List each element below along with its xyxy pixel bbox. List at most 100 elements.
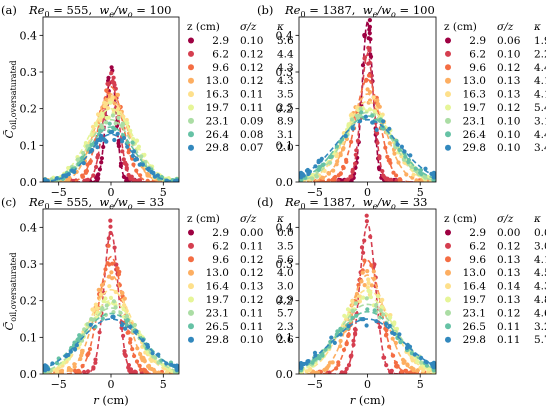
legend-kappa: 3.5: [277, 240, 294, 252]
legend-kappa: 4.8: [534, 294, 546, 306]
data-point: [110, 95, 115, 100]
legend-sigma: 0.10: [497, 115, 520, 127]
legend-kappa: 2.9: [277, 294, 294, 306]
y-tick-label: 0.0: [276, 368, 294, 381]
data-point: [115, 131, 120, 136]
fit-curve: [299, 51, 436, 182]
fit-curve: [299, 318, 436, 368]
panel-c: −5 0 5 0.0 0.1 0.2 0.3 0.4 (c) Re0 = 555, we/wo =…: [1, 195, 294, 407]
data-point: [110, 113, 115, 118]
data-point: [121, 135, 127, 141]
data-point: [82, 327, 87, 332]
x-tick-label: 5: [160, 378, 167, 391]
panel-label: (c): [1, 195, 16, 209]
panel-b: −5 0 5 0.0 0.1 0.2 0.3 0.4(b) Re0 = 1387, we/wo …: [257, 3, 546, 199]
data-point: [106, 236, 111, 241]
x-tick-label: 5: [160, 186, 167, 199]
data-point: [120, 122, 126, 127]
legend: z (cm) σ/z κ 2.9 0.10 5.6 6.2 0.12 4.4 9.6 0.12 4.3…: [187, 21, 294, 154]
legend-marker: [188, 269, 194, 276]
legend-kappa: 1.9: [534, 35, 546, 47]
legend-header-kappa: κ: [533, 213, 541, 225]
data-point: [110, 129, 115, 134]
y-tick-label: 0.4: [276, 29, 294, 42]
data-point: [327, 370, 332, 374]
data-point: [80, 157, 85, 162]
data-point: [367, 48, 372, 53]
data-point: [387, 126, 392, 131]
legend-z: 29.8: [463, 334, 486, 346]
legend-marker: [445, 323, 451, 330]
data-point: [125, 121, 130, 126]
legend-header-kappa: κ: [276, 21, 284, 33]
legend-sigma: 0.13: [497, 254, 520, 266]
legend-kappa: 4.4: [534, 62, 546, 74]
legend-marker: [445, 269, 451, 276]
legend-z: 2.9: [469, 35, 486, 47]
legend-kappa: 4.4: [534, 129, 546, 141]
y-tick-label: 0.1: [276, 139, 294, 152]
data-point: [316, 167, 321, 172]
legend-marker: [445, 283, 451, 290]
series-29.8: [299, 114, 436, 180]
data-point: [126, 363, 131, 368]
series-13.0: [43, 270, 179, 374]
legend-sigma: 0.13: [497, 75, 520, 87]
legend-z: 29.8: [206, 334, 229, 346]
legend-kappa: 3.1: [534, 115, 546, 127]
fit-curve: [43, 93, 179, 182]
legend-marker: [445, 309, 451, 316]
axes-frame: [298, 16, 437, 183]
data-point: [123, 326, 128, 331]
legend-kappa: 3.2: [534, 321, 546, 333]
legend-kappa: 5.6: [277, 35, 294, 47]
data-point: [138, 173, 143, 178]
data-point: [66, 165, 71, 171]
data-point: [108, 224, 113, 229]
plot-area: [299, 17, 436, 182]
legend-marker: [188, 336, 194, 343]
legend-kappa: 4.3: [534, 281, 546, 293]
legend-header-sigma: σ/z: [240, 213, 257, 225]
data-point: [130, 153, 135, 158]
data-point: [81, 161, 86, 166]
legend-z: 23.1: [463, 115, 486, 127]
legend-kappa: 2.5: [277, 102, 294, 114]
data-point: [111, 299, 117, 304]
legend-marker: [188, 131, 194, 138]
fit-curve: [43, 126, 179, 182]
legend-sigma: 0.12: [240, 294, 263, 306]
data-point: [90, 307, 95, 312]
x-tick-label: −5: [51, 378, 67, 391]
data-point: [423, 166, 428, 171]
data-point: [371, 269, 376, 274]
legend-sigma: 0.12: [240, 254, 263, 266]
legend-sigma: 0.13: [497, 294, 520, 306]
data-point: [365, 87, 370, 92]
data-point: [103, 267, 108, 272]
data-point: [364, 296, 369, 301]
legend-marker: [445, 296, 451, 303]
data-point: [130, 140, 135, 145]
legend-sigma: 0.06: [497, 35, 521, 47]
y-tick-label: 0.3: [20, 258, 38, 271]
y-tick-label: 0.4: [20, 29, 38, 42]
legend-sigma: 0.12: [240, 62, 263, 74]
data-point: [71, 178, 76, 182]
y-tick-label: 0.1: [20, 139, 38, 152]
data-point: [103, 138, 108, 143]
legend-header-sigma: σ/z: [497, 21, 514, 33]
legend-z: 26.5: [463, 321, 486, 333]
data-point: [106, 243, 111, 248]
legend-kappa: 4.3: [277, 62, 294, 74]
y-tick-label: 0.2: [20, 103, 38, 116]
data-point: [381, 119, 386, 124]
panel-title: Re0 = 555, we/wo = 100: [28, 3, 171, 19]
legend-z: 2.9: [212, 227, 229, 239]
legend-marker: [445, 104, 451, 111]
legend-kappa: 4.1: [534, 75, 546, 87]
data-point: [150, 351, 155, 356]
legend-kappa: 0.0: [534, 227, 546, 239]
data-point: [359, 317, 365, 322]
